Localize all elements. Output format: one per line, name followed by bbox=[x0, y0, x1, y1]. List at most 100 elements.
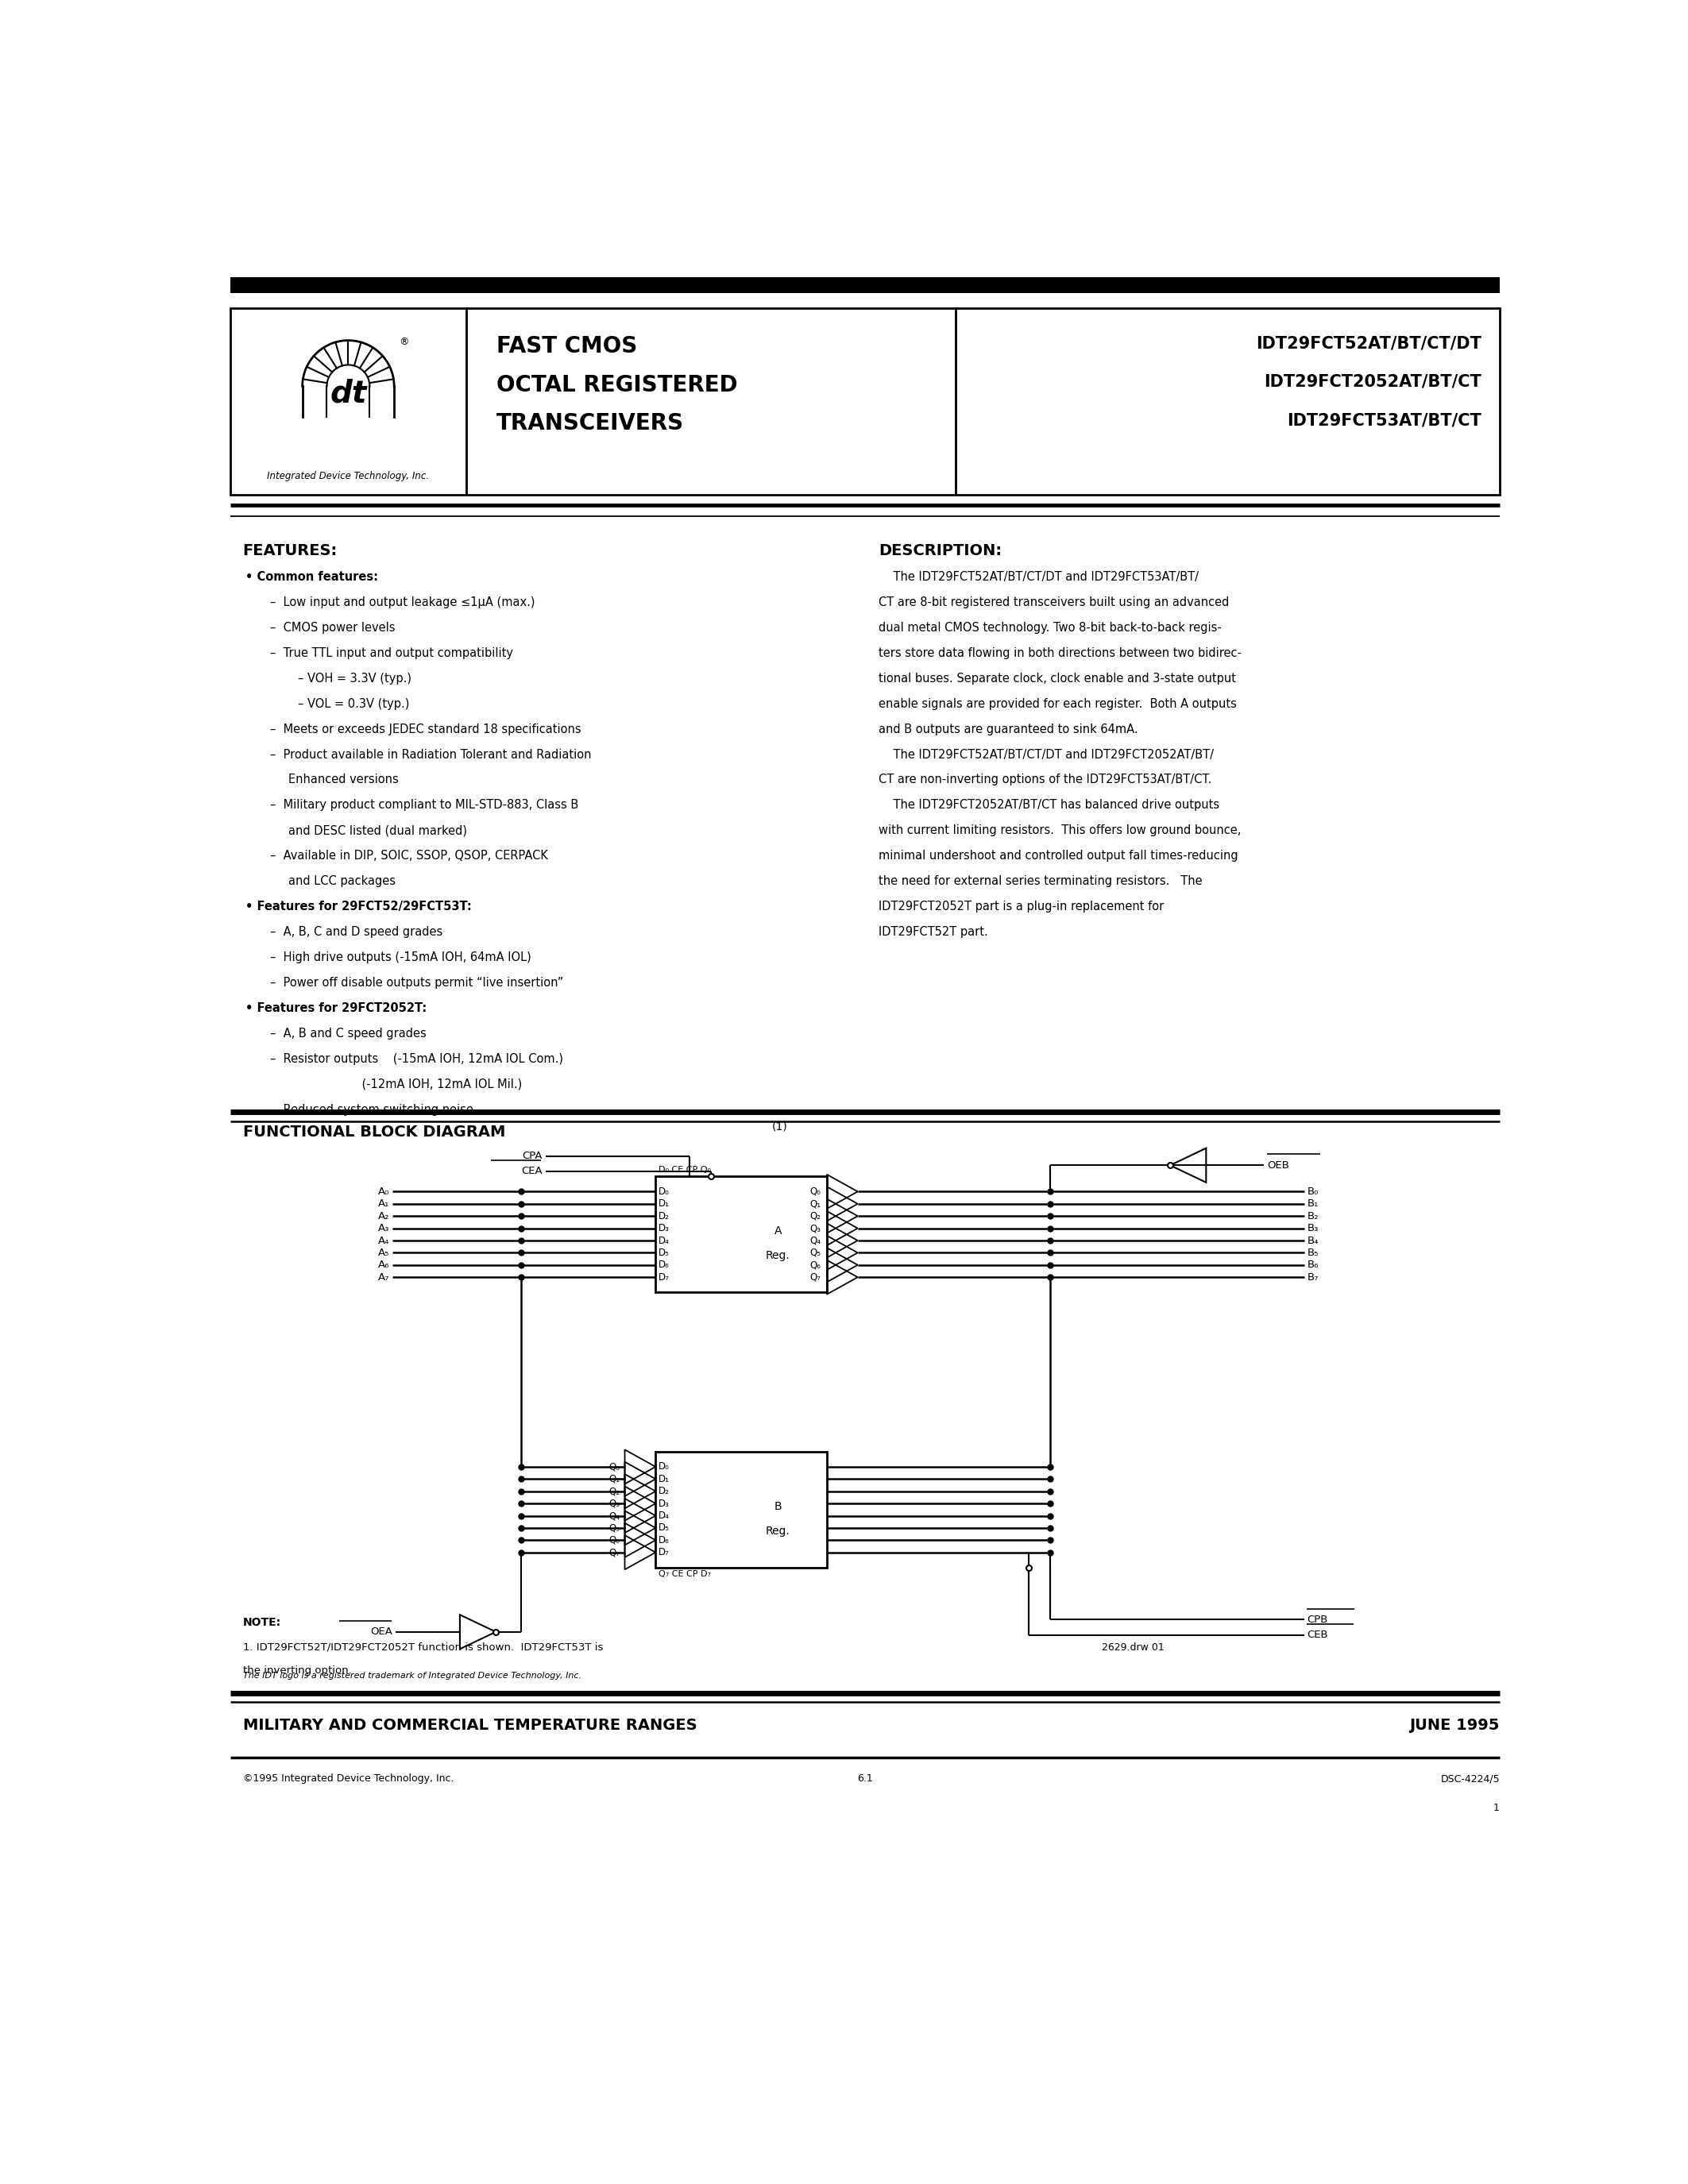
Text: Q₀: Q₀ bbox=[810, 1186, 820, 1197]
Text: A₃: A₃ bbox=[378, 1223, 390, 1234]
Text: –  Resistor outputs    (-15mA IOH, 12mA IOL Com.): – Resistor outputs (-15mA IOH, 12mA IOL … bbox=[270, 1053, 564, 1066]
Text: D₀ CE CP Q₀: D₀ CE CP Q₀ bbox=[658, 1166, 711, 1173]
Text: D₇: D₇ bbox=[658, 1546, 670, 1557]
Text: 2629.drw 01: 2629.drw 01 bbox=[1102, 1642, 1165, 1653]
Text: D₄: D₄ bbox=[658, 1236, 670, 1245]
Text: –  High drive outputs (-15mA IOH, 64mA IOL): – High drive outputs (-15mA IOH, 64mA IO… bbox=[270, 952, 532, 963]
Text: Reg.: Reg. bbox=[766, 1524, 790, 1538]
Bar bbox=[231, 277, 1499, 293]
Text: IDT29FCT2052AT/BT/CT: IDT29FCT2052AT/BT/CT bbox=[1264, 373, 1482, 391]
Text: B: B bbox=[775, 1500, 782, 1511]
Bar bbox=[655, 1177, 827, 1293]
Text: A₀: A₀ bbox=[378, 1186, 390, 1197]
Text: Q₂: Q₂ bbox=[810, 1210, 820, 1221]
Text: Enhanced versions: Enhanced versions bbox=[289, 773, 398, 786]
Text: Q₁: Q₁ bbox=[609, 1474, 619, 1485]
Text: and DESC listed (dual marked): and DESC listed (dual marked) bbox=[289, 826, 468, 836]
Text: –  True TTL input and output compatibility: – True TTL input and output compatibilit… bbox=[270, 646, 513, 660]
Text: –  A, B and C speed grades: – A, B and C speed grades bbox=[270, 1029, 427, 1040]
Text: and B outputs are guaranteed to sink 64mA.: and B outputs are guaranteed to sink 64m… bbox=[879, 723, 1138, 736]
Text: CEA: CEA bbox=[522, 1166, 542, 1177]
Text: IDT29FCT52AT/BT/CT/DT: IDT29FCT52AT/BT/CT/DT bbox=[1256, 336, 1482, 352]
Text: JUNE 1995: JUNE 1995 bbox=[1409, 1717, 1499, 1732]
Text: Q₇: Q₇ bbox=[810, 1271, 820, 1282]
Text: The IDT29FCT52AT/BT/CT/DT and IDT29FCT53AT/BT/: The IDT29FCT52AT/BT/CT/DT and IDT29FCT53… bbox=[879, 570, 1198, 583]
Text: –  Reduced system switching noise: – Reduced system switching noise bbox=[270, 1103, 474, 1116]
Text: –  Power off disable outputs permit “live insertion”: – Power off disable outputs permit “live… bbox=[270, 976, 564, 989]
Text: A₇: A₇ bbox=[378, 1271, 390, 1282]
Text: and LCC packages: and LCC packages bbox=[289, 876, 397, 887]
Text: – VOL = 0.3V (typ.): – VOL = 0.3V (typ.) bbox=[297, 699, 408, 710]
Text: Integrated Device Technology, Inc.: Integrated Device Technology, Inc. bbox=[267, 472, 429, 480]
Text: B₄: B₄ bbox=[1307, 1236, 1318, 1245]
Text: MILITARY AND COMMERCIAL TEMPERATURE RANGES: MILITARY AND COMMERCIAL TEMPERATURE RANG… bbox=[243, 1717, 697, 1732]
Text: CPA: CPA bbox=[522, 1151, 542, 1162]
Text: A: A bbox=[775, 1225, 782, 1236]
Text: D₂: D₂ bbox=[658, 1485, 670, 1496]
Text: The IDT29FCT52AT/BT/CT/DT and IDT29FCT2052AT/BT/: The IDT29FCT52AT/BT/CT/DT and IDT29FCT20… bbox=[879, 749, 1214, 760]
Text: D₁: D₁ bbox=[658, 1199, 670, 1210]
Text: • Common features:: • Common features: bbox=[246, 570, 378, 583]
Text: IDT29FCT52T part.: IDT29FCT52T part. bbox=[879, 926, 987, 939]
Text: FUNCTIONAL BLOCK DIAGRAM: FUNCTIONAL BLOCK DIAGRAM bbox=[243, 1125, 505, 1140]
Text: tional buses. Separate clock, clock enable and 3-state output: tional buses. Separate clock, clock enab… bbox=[879, 673, 1236, 684]
Text: The IDT29FCT2052AT/BT/CT has balanced drive outputs: The IDT29FCT2052AT/BT/CT has balanced dr… bbox=[879, 799, 1220, 810]
Text: DSC-4224/5: DSC-4224/5 bbox=[1440, 1773, 1499, 1784]
Text: CPB: CPB bbox=[1307, 1614, 1328, 1625]
Text: Q₅: Q₅ bbox=[810, 1247, 820, 1258]
Text: OEA: OEA bbox=[370, 1627, 393, 1638]
Text: CT are non-inverting options of the IDT29FCT53AT/BT/CT.: CT are non-inverting options of the IDT2… bbox=[879, 773, 1212, 786]
Text: 1: 1 bbox=[1494, 1804, 1499, 1813]
Text: B₇: B₇ bbox=[1307, 1271, 1318, 1282]
Text: TRANSCEIVERS: TRANSCEIVERS bbox=[496, 413, 684, 435]
Text: Q₂: Q₂ bbox=[609, 1485, 619, 1496]
Text: –  Available in DIP, SOIC, SSOP, QSOP, CERPACK: – Available in DIP, SOIC, SSOP, QSOP, CE… bbox=[270, 850, 549, 863]
Text: Q₅: Q₅ bbox=[609, 1522, 619, 1533]
Text: B₁: B₁ bbox=[1307, 1199, 1318, 1210]
Text: D₆: D₆ bbox=[658, 1535, 670, 1546]
Text: D₅: D₅ bbox=[658, 1247, 670, 1258]
Text: –  Low input and output leakage ≤1μA (max.): – Low input and output leakage ≤1μA (max… bbox=[270, 596, 535, 607]
Text: D₃: D₃ bbox=[658, 1498, 670, 1509]
Text: ®: ® bbox=[398, 336, 408, 347]
Text: IDT29FCT53AT/BT/CT: IDT29FCT53AT/BT/CT bbox=[1286, 413, 1482, 428]
Text: Q₃: Q₃ bbox=[810, 1223, 820, 1234]
Text: CEB: CEB bbox=[1307, 1629, 1328, 1640]
Text: (1): (1) bbox=[771, 1120, 788, 1131]
Text: –  A, B, C and D speed grades: – A, B, C and D speed grades bbox=[270, 926, 442, 939]
Text: dual metal CMOS technology. Two 8-bit back-to-back regis-: dual metal CMOS technology. Two 8-bit ba… bbox=[879, 622, 1222, 633]
Text: B₀: B₀ bbox=[1307, 1186, 1318, 1197]
Text: Q₄: Q₄ bbox=[609, 1511, 619, 1520]
Text: D₀: D₀ bbox=[658, 1461, 670, 1472]
Text: DESCRIPTION:: DESCRIPTION: bbox=[879, 544, 1003, 559]
Text: Q₃: Q₃ bbox=[609, 1498, 619, 1509]
Text: NOTE:: NOTE: bbox=[243, 1616, 280, 1627]
Text: D₄: D₄ bbox=[658, 1511, 670, 1520]
Text: Q₀: Q₀ bbox=[609, 1461, 619, 1472]
Bar bbox=[655, 1452, 827, 1568]
Text: – VOH = 3.3V (typ.): – VOH = 3.3V (typ.) bbox=[297, 673, 412, 684]
Bar bbox=[231, 308, 1499, 494]
Text: A₆: A₆ bbox=[378, 1260, 390, 1271]
Text: ters store data flowing in both directions between two bidirec-: ters store data flowing in both directio… bbox=[879, 646, 1242, 660]
Text: –  Product available in Radiation Tolerant and Radiation: – Product available in Radiation Toleran… bbox=[270, 749, 591, 760]
Text: CT are 8-bit registered transceivers built using an advanced: CT are 8-bit registered transceivers bui… bbox=[879, 596, 1229, 607]
Text: A₄: A₄ bbox=[378, 1236, 390, 1245]
Text: Q₄: Q₄ bbox=[810, 1236, 820, 1245]
Text: –  Military product compliant to MIL-STD-883, Class B: – Military product compliant to MIL-STD-… bbox=[270, 799, 579, 810]
Text: • Features for 29FCT2052T:: • Features for 29FCT2052T: bbox=[246, 1002, 427, 1013]
Text: OEB: OEB bbox=[1268, 1160, 1290, 1171]
Text: A₁: A₁ bbox=[378, 1199, 390, 1210]
Text: B₆: B₆ bbox=[1307, 1260, 1318, 1271]
Text: enable signals are provided for each register.  Both A outputs: enable signals are provided for each reg… bbox=[879, 699, 1237, 710]
Text: FEATURES:: FEATURES: bbox=[243, 544, 338, 559]
Text: D₀: D₀ bbox=[658, 1186, 670, 1197]
Text: B₂: B₂ bbox=[1307, 1210, 1318, 1221]
Text: 6.1: 6.1 bbox=[858, 1773, 873, 1784]
Text: OCTAL REGISTERED: OCTAL REGISTERED bbox=[496, 373, 738, 395]
Text: Q₆: Q₆ bbox=[810, 1260, 820, 1271]
Text: ©1995 Integrated Device Technology, Inc.: ©1995 Integrated Device Technology, Inc. bbox=[243, 1773, 454, 1784]
Text: Q₆: Q₆ bbox=[609, 1535, 619, 1546]
Text: IDT29FCT2052T part is a plug-in replacement for: IDT29FCT2052T part is a plug-in replacem… bbox=[879, 900, 1165, 913]
Text: D₇: D₇ bbox=[658, 1271, 670, 1282]
